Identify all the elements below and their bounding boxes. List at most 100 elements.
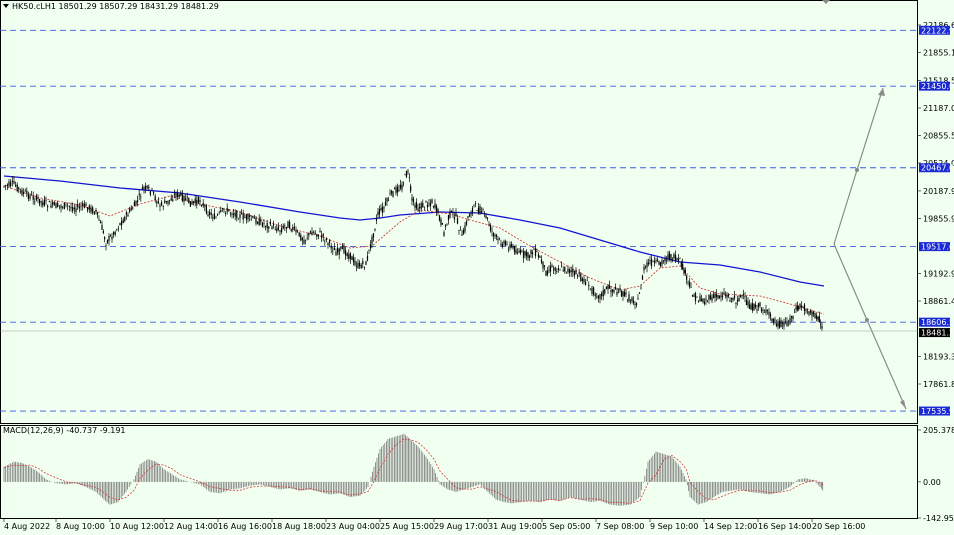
candle-body — [479, 206, 481, 214]
candle-body — [39, 198, 41, 205]
candle-body — [806, 310, 809, 312]
candle-body — [671, 259, 674, 261]
candle-body — [260, 219, 262, 222]
candle-body — [665, 259, 668, 261]
candle-body — [337, 247, 339, 253]
price-tick-label: 18861.40 — [923, 297, 954, 306]
candle-body — [476, 210, 478, 212]
candle-body — [741, 295, 743, 297]
level-price-box — [919, 317, 950, 327]
candle-body — [231, 213, 233, 215]
candle-body — [553, 268, 555, 270]
candle-body — [674, 255, 677, 262]
candle-body — [3, 185, 5, 187]
candle-body — [456, 218, 459, 224]
candle-body — [652, 260, 654, 262]
candle-body — [688, 281, 691, 287]
candle-body — [48, 200, 50, 203]
time-tick-label: 25 Aug 15:00 — [380, 522, 434, 531]
candle-body — [545, 270, 547, 276]
time-tick-label: 5 Sep 05:00 — [542, 522, 590, 531]
candle-body — [193, 201, 195, 203]
candle-body — [369, 244, 372, 249]
candle-body — [96, 212, 99, 215]
candle-body — [693, 295, 695, 297]
candle-body — [428, 203, 430, 205]
candle-body — [444, 225, 447, 227]
candle-body — [116, 229, 118, 230]
candle-body — [516, 252, 519, 254]
candle-body — [512, 246, 514, 249]
candle-body — [266, 223, 268, 229]
candle-body — [468, 214, 471, 217]
time-tick-label: 31 Aug 19:00 — [488, 522, 542, 531]
candle-body — [354, 260, 356, 266]
candle-body — [817, 316, 819, 320]
candle-body — [223, 208, 225, 211]
candle-body — [204, 205, 206, 207]
time-axis[interactable]: 4 Aug 2022 8 Aug 10:00 10 Aug 12:00 12 Aug … — [3, 519, 865, 531]
candle-body — [589, 288, 591, 290]
candle-body — [793, 311, 796, 313]
candle-body — [330, 245, 332, 249]
candle-body — [771, 318, 773, 322]
candle-body — [345, 250, 347, 256]
scroll-marker-icon[interactable] — [822, 0, 830, 4]
candle-body — [215, 217, 217, 219]
price-levels — [0, 29, 918, 412]
price-axis[interactable]: 22186.60 21855.10 21518.50 21187.00 20855.50… — [918, 21, 954, 416]
candle-body — [24, 190, 26, 192]
candle-body — [57, 202, 59, 207]
candle-body — [808, 311, 810, 315]
menu-triangle-icon[interactable] — [3, 4, 9, 8]
level-price-label: 20467.00 — [921, 164, 954, 173]
macd-axis[interactable]: 205.378 0.00 -142.955 — [918, 426, 954, 523]
candle-body — [305, 239, 307, 241]
candle-body — [738, 297, 740, 302]
price-panel[interactable] — [0, 0, 918, 424]
time-tick-label: 8 Aug 10:00 — [56, 522, 105, 531]
candle-body — [43, 200, 45, 206]
candle-body — [542, 261, 544, 269]
candle-body — [569, 268, 571, 274]
candle-body — [357, 262, 359, 268]
candle-body — [368, 249, 370, 251]
candle-body — [498, 238, 501, 239]
candle-body — [117, 228, 119, 230]
candle-body — [730, 297, 733, 300]
candle-body — [572, 269, 574, 273]
candle-body — [335, 251, 337, 256]
candle-body — [341, 246, 343, 250]
candle-body — [170, 198, 172, 201]
time-tick-label: 18 Aug 18:00 — [272, 522, 326, 531]
candle-body — [106, 239, 109, 243]
time-tick-label: 16 Sep 14:00 — [758, 522, 811, 531]
candle-body — [480, 211, 483, 213]
candle-body — [739, 294, 742, 298]
current-price-box — [919, 328, 950, 338]
candle-body — [646, 262, 648, 268]
candle-body — [557, 268, 559, 271]
candle-body — [378, 209, 381, 215]
macd-panel[interactable] — [0, 425, 918, 519]
candle-body — [247, 214, 249, 220]
candle-body — [686, 275, 688, 280]
candle-body — [322, 233, 324, 237]
projection-lines[interactable] — [822, 0, 907, 410]
candle-body — [253, 217, 255, 219]
candle-body — [682, 263, 684, 269]
time-tick-label: 20 Sep 16:00 — [812, 522, 865, 531]
candle-body — [148, 186, 150, 189]
candle-body — [135, 200, 137, 205]
candle-body — [585, 281, 587, 285]
candle-body — [769, 314, 772, 317]
candle-body — [384, 202, 387, 206]
candle-body — [340, 247, 342, 249]
candle-body — [27, 193, 29, 199]
candle-body — [522, 251, 525, 258]
candle-body — [156, 201, 158, 204]
candle-body — [268, 226, 270, 229]
candle-body — [241, 213, 243, 215]
candle-body — [92, 207, 94, 213]
